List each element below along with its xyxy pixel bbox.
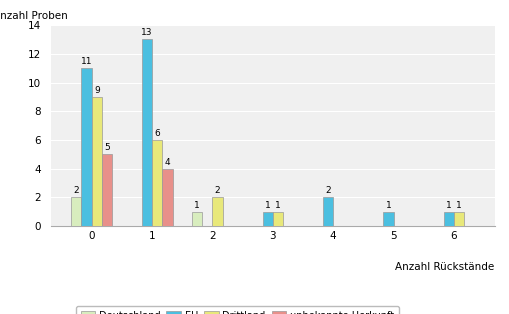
Text: Anzahl Rückstände: Anzahl Rückstände	[394, 262, 494, 272]
Text: 6: 6	[154, 129, 160, 138]
Text: 11: 11	[80, 57, 92, 66]
Bar	[71, 198, 81, 226]
Text: 1: 1	[194, 201, 200, 209]
Text: 1: 1	[274, 201, 280, 209]
Bar	[162, 169, 172, 226]
Text: 1: 1	[456, 201, 461, 209]
Bar	[453, 212, 463, 226]
Bar	[322, 198, 332, 226]
Legend: Deutschland, EU, Drittland, unbekannte Herkunft: Deutschland, EU, Drittland, unbekannte H…	[75, 306, 398, 314]
Bar	[152, 140, 162, 226]
Text: 4: 4	[164, 158, 170, 166]
Text: 5: 5	[104, 143, 110, 152]
Bar	[383, 212, 393, 226]
Bar	[443, 212, 453, 226]
Bar	[262, 212, 272, 226]
Bar	[81, 68, 92, 226]
Bar	[102, 154, 112, 226]
Text: 1: 1	[385, 201, 390, 209]
Text: 13: 13	[141, 28, 152, 37]
Text: 9: 9	[94, 86, 100, 95]
Bar	[212, 198, 222, 226]
Text: Anzahl Proben: Anzahl Proben	[0, 11, 68, 21]
Bar	[142, 40, 152, 226]
Text: 1: 1	[445, 201, 451, 209]
Bar	[272, 212, 282, 226]
Text: 1: 1	[264, 201, 270, 209]
Text: 2: 2	[325, 186, 330, 195]
Text: 2: 2	[214, 186, 220, 195]
Text: 2: 2	[73, 186, 79, 195]
Bar	[92, 97, 102, 226]
Bar	[191, 212, 202, 226]
